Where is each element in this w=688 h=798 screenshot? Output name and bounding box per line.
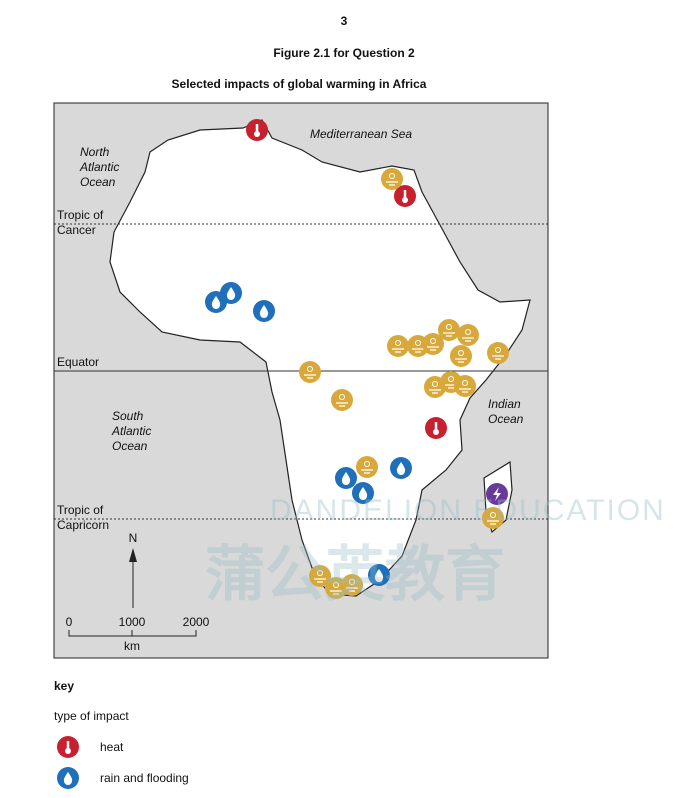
figure-label: Figure 2.1 for Question 2 <box>273 46 415 60</box>
watermark: 蒲公英教育 <box>205 541 505 608</box>
icon-glyph <box>446 324 452 330</box>
icon-glyph <box>427 346 439 351</box>
icon-glyph <box>495 347 501 353</box>
icon-glyph <box>63 772 73 785</box>
figure-title: Selected impacts of global warming in Af… <box>172 77 427 91</box>
map-label: Indian <box>488 397 521 411</box>
icon-glyph <box>211 296 221 309</box>
icon-glyph <box>341 472 351 485</box>
icon-glyph <box>339 394 345 400</box>
icon-glyph <box>259 305 269 318</box>
icon-glyph <box>346 587 358 592</box>
map-label: Ocean <box>488 412 524 426</box>
map-label: Atlantic <box>111 424 151 438</box>
icon-glyph <box>429 389 441 394</box>
map-label: Ocean <box>112 439 148 453</box>
icon-glyph <box>430 338 436 344</box>
icon-glyph <box>314 578 326 583</box>
north-label: N <box>129 531 138 545</box>
map-label: Tropic of <box>57 503 104 517</box>
icon-glyph <box>65 748 71 754</box>
key-title: key <box>54 679 74 693</box>
icon-glyph <box>358 487 368 500</box>
icon-glyph <box>433 429 439 435</box>
icon-glyph <box>307 366 313 372</box>
icon-glyph <box>374 569 384 582</box>
icon-glyph <box>432 381 438 387</box>
icon-glyph <box>487 520 499 525</box>
map-label: Cancer <box>57 223 96 237</box>
key-label: rain and flooding <box>100 771 189 785</box>
north-arrowhead <box>129 548 137 562</box>
icon-glyph <box>459 388 471 393</box>
icon-glyph <box>396 462 406 475</box>
icon-glyph <box>349 579 355 585</box>
map-label: Equator <box>57 355 99 369</box>
icon-glyph <box>415 340 421 346</box>
map-label: Capricorn <box>57 518 109 532</box>
page-number: 3 <box>341 14 348 28</box>
map-label: Tropic of <box>57 208 104 222</box>
icon-glyph <box>330 590 342 595</box>
icon-glyph <box>412 348 424 353</box>
map-label: North <box>80 145 110 159</box>
icon-glyph <box>462 380 468 386</box>
icon-glyph <box>402 197 408 203</box>
icon-glyph <box>254 131 260 137</box>
icon-glyph <box>392 348 404 353</box>
icon-glyph <box>448 376 454 382</box>
map-label: South <box>112 409 144 423</box>
icon-glyph <box>455 358 467 363</box>
map-label: Mediterranean Sea <box>310 127 412 141</box>
map-label: Ocean <box>80 175 116 189</box>
icon-glyph <box>333 582 339 588</box>
africa <box>109 119 531 597</box>
icon-glyph <box>336 402 348 407</box>
icon-glyph <box>395 340 401 346</box>
icon-glyph <box>462 337 474 342</box>
scale-label: 1000 <box>119 615 146 629</box>
icon-glyph <box>386 181 398 186</box>
key-label: heat <box>100 740 124 754</box>
icon-glyph <box>458 350 464 356</box>
scale-label: 0 <box>66 615 73 629</box>
icon-glyph <box>304 374 316 379</box>
watermark: DANDELION EDUCATION <box>270 494 666 527</box>
map-label: Atlantic <box>79 160 119 174</box>
scale-unit: km <box>124 639 140 653</box>
scale-label: 2000 <box>183 615 210 629</box>
icon-glyph <box>317 570 323 576</box>
icon-glyph <box>389 173 395 179</box>
icon-glyph <box>493 487 501 501</box>
icon-glyph <box>364 461 370 467</box>
icon-glyph <box>226 287 236 300</box>
icon-glyph <box>361 469 373 474</box>
icon-glyph <box>492 355 504 360</box>
icon-glyph <box>490 512 496 518</box>
icon-glyph <box>443 332 455 337</box>
key-subtitle: type of impact <box>54 709 129 723</box>
icon-glyph <box>465 329 471 335</box>
